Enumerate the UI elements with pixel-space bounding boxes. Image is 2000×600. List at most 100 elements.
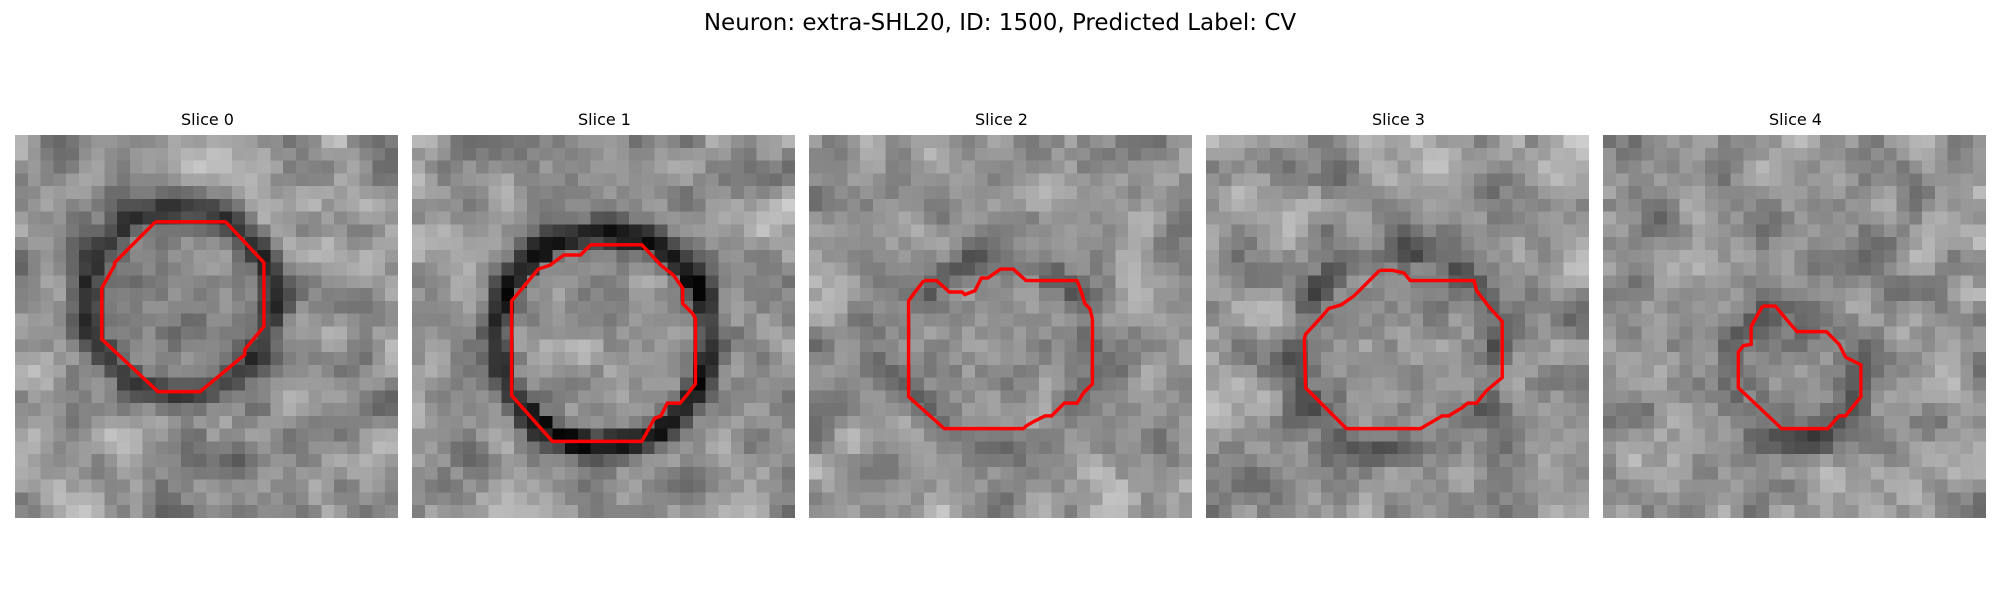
- image-pixel: [1973, 288, 1986, 302]
- image-pixel: [705, 249, 719, 263]
- image-pixel: [53, 135, 67, 149]
- image-pixel: [1038, 211, 1052, 225]
- image-pixel: [359, 403, 373, 417]
- image-pixel: [1102, 326, 1116, 340]
- image-pixel: [1026, 224, 1040, 238]
- image-pixel: [1537, 249, 1551, 263]
- image-pixel: [295, 173, 309, 187]
- image-pixel: [463, 466, 477, 480]
- image-pixel: [860, 198, 874, 212]
- image-pixel: [1359, 288, 1373, 302]
- image-pixel: [1960, 339, 1974, 353]
- image-pixel: [731, 428, 745, 442]
- image-pixel: [180, 377, 194, 391]
- image-pixel: [1486, 479, 1500, 493]
- image-pixel: [1064, 415, 1078, 429]
- image-pixel: [437, 492, 451, 506]
- image-pixel: [860, 300, 874, 314]
- image-pixel: [1102, 505, 1116, 518]
- image-pixel: [1474, 262, 1488, 276]
- image-pixel: [1295, 211, 1309, 225]
- image-pixel: [180, 262, 194, 276]
- image-pixel: [1692, 135, 1706, 149]
- image-pixel: [15, 479, 29, 493]
- image-pixel: [1448, 300, 1462, 314]
- image-pixel: [1934, 352, 1948, 366]
- image-pixel: [1576, 173, 1589, 187]
- image-pixel: [1166, 275, 1180, 289]
- image-pixel: [180, 249, 194, 263]
- image-pixel: [1705, 198, 1719, 212]
- image-pixel: [923, 466, 937, 480]
- image-pixel: [270, 249, 284, 263]
- image-pixel: [1947, 288, 1961, 302]
- image-pixel: [1666, 160, 1680, 174]
- image-pixel: [1282, 466, 1296, 480]
- image-pixel: [1973, 326, 1986, 340]
- image-pixel: [1089, 237, 1103, 251]
- image-pixel: [1064, 466, 1078, 480]
- image-pixel: [321, 300, 335, 314]
- image-pixel: [1820, 377, 1834, 391]
- image-pixel: [1077, 313, 1091, 327]
- image-pixel: [1896, 466, 1910, 480]
- image-pixel: [66, 313, 80, 327]
- image-pixel: [1244, 237, 1258, 251]
- image-pixel: [1166, 198, 1180, 212]
- image-pixel: [129, 147, 143, 161]
- image-pixel: [1832, 237, 1846, 251]
- image-pixel: [1512, 479, 1526, 493]
- image-pixel: [437, 390, 451, 404]
- image-pixel: [1832, 377, 1846, 391]
- image-pixel: [526, 492, 540, 506]
- image-pixel: [1794, 224, 1808, 238]
- image-pixel: [1922, 135, 1936, 149]
- image-pixel: [1423, 211, 1437, 225]
- image-pixel: [78, 173, 92, 187]
- image-pixel: [718, 339, 732, 353]
- image-pixel: [1435, 492, 1449, 506]
- image-pixel: [1768, 505, 1782, 518]
- image-pixel: [1269, 364, 1283, 378]
- image-pixel: [1628, 147, 1642, 161]
- image-pixel: [1934, 275, 1948, 289]
- image-pixel: [1499, 135, 1513, 149]
- image-pixel: [1026, 505, 1040, 518]
- image-pixel: [1525, 313, 1539, 327]
- image-pixel: [1909, 415, 1923, 429]
- image-pixel: [385, 262, 398, 276]
- image-pixel: [1550, 377, 1564, 391]
- image-pixel: [577, 211, 591, 225]
- image-pixel: [257, 492, 271, 506]
- image-pixel: [463, 492, 477, 506]
- image-pixel: [1922, 288, 1936, 302]
- image-pixel: [488, 364, 502, 378]
- image-pixel: [731, 313, 745, 327]
- image-pixel: [514, 352, 528, 366]
- image-pixel: [437, 198, 451, 212]
- image-pixel: [1282, 364, 1296, 378]
- image-pixel: [514, 224, 528, 238]
- image-pixel: [1397, 377, 1411, 391]
- image-pixel: [1576, 211, 1589, 225]
- image-pixel: [1115, 415, 1129, 429]
- image-pixel: [27, 339, 41, 353]
- image-pixel: [1947, 377, 1961, 391]
- image-pixel: [1615, 466, 1629, 480]
- image-pixel: [590, 135, 604, 149]
- image-pixel: [1257, 415, 1271, 429]
- image-pixel: [514, 339, 528, 353]
- image-pixel: [1692, 339, 1706, 353]
- image-pixel: [129, 173, 143, 187]
- image-pixel: [1435, 428, 1449, 442]
- image-pixel: [412, 466, 426, 480]
- image-pixel: [346, 313, 360, 327]
- image-pixel: [321, 364, 335, 378]
- image-pixel: [1410, 313, 1424, 327]
- image-pixel: [1820, 441, 1834, 455]
- image-pixel: [603, 262, 617, 276]
- image-pixel: [1525, 211, 1539, 225]
- image-pixel: [1679, 466, 1693, 480]
- image-pixel: [1654, 505, 1668, 518]
- image-pixel: [1666, 135, 1680, 149]
